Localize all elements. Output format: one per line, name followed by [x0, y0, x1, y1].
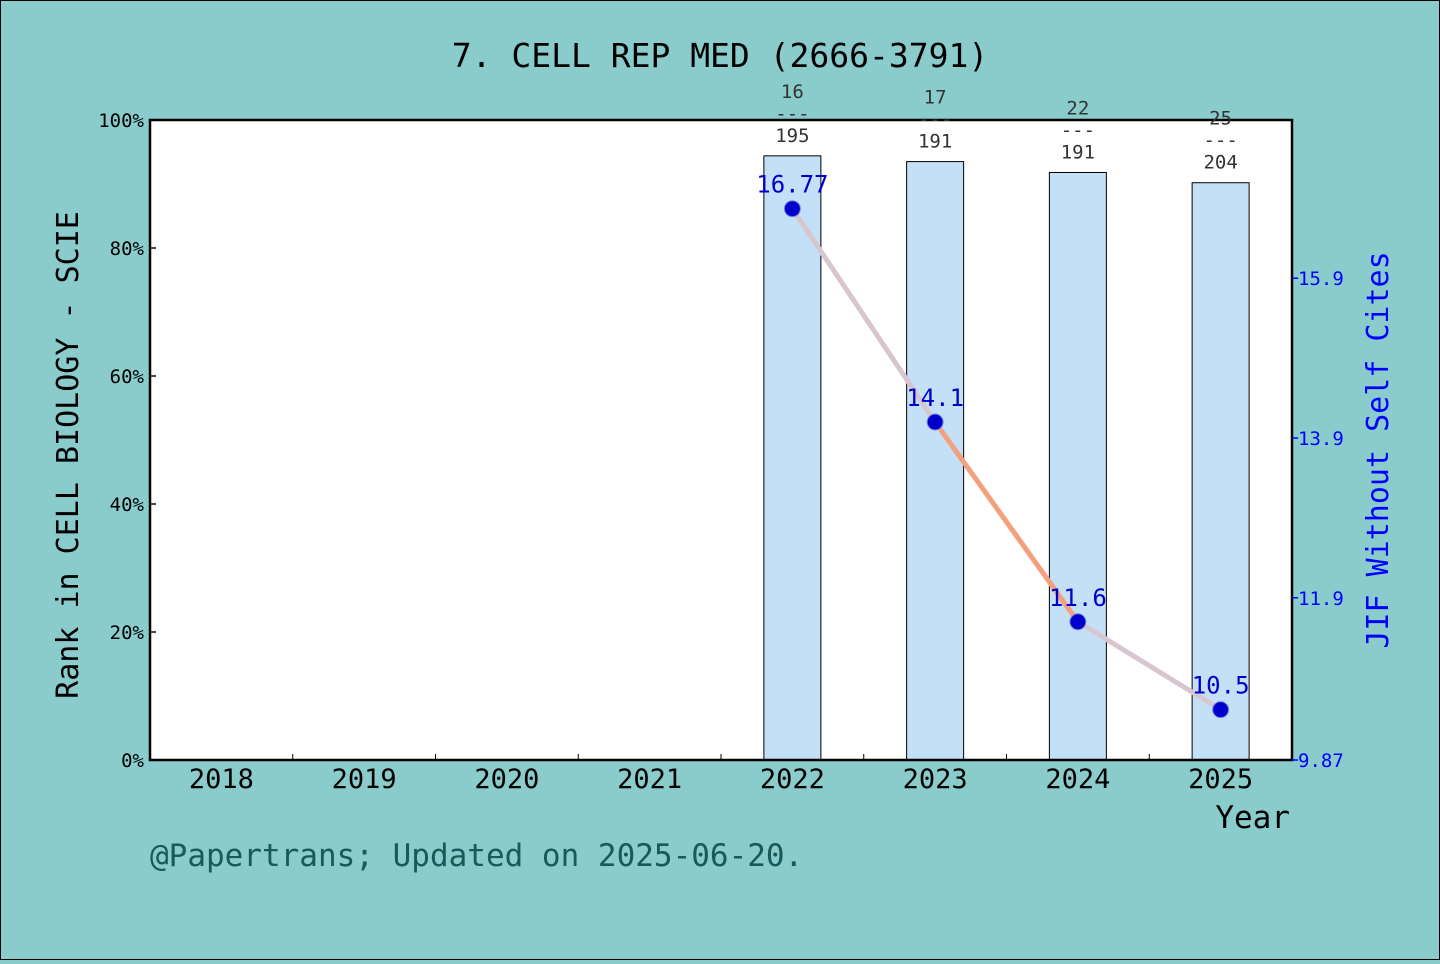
jif-label-2025: 10.5: [1192, 672, 1250, 700]
y-tick-label: 60%: [110, 366, 145, 388]
x-tick-label-2023: 2023: [903, 764, 968, 795]
footer-note: @Papertrans; Updated on 2025-06-20.: [150, 838, 803, 874]
y-tick-label: 0%: [121, 750, 144, 772]
x-tick-label-2019: 2019: [332, 764, 397, 795]
y-tick-label: 80%: [110, 238, 145, 260]
rank-label-2024: 22: [1066, 97, 1089, 119]
x-tick-label-2018: 2018: [189, 764, 254, 795]
jif-label-2022: 16.77: [756, 171, 828, 199]
rank-divider-2025: ---: [1203, 130, 1237, 152]
rank-label-2023: 17: [924, 87, 947, 109]
y-tick-label: 20%: [110, 622, 145, 644]
rank-label-2022: 16: [781, 81, 804, 103]
x-tick-label-2024: 2024: [1045, 764, 1110, 795]
jif-point-2022: [783, 200, 801, 218]
y2-tick-label: 15.9: [1298, 268, 1344, 290]
bars-layer: [763, 155, 1250, 761]
y-tick-label: 40%: [110, 494, 145, 516]
y2-tick-label: 11.9: [1298, 588, 1344, 610]
x-tick-label-2022: 2022: [760, 764, 825, 795]
axes-layer: 0% 20% 40% 60% 80% 100% 9.87 11.9 13.9 15.9 2018 20…: [98, 110, 1344, 795]
y-axis-label: Rank in CELL BIOLOGY - SCIE: [51, 211, 86, 699]
labels-layer: 16---19517---19122---19125---20416.7714.…: [756, 81, 1249, 700]
bar-2023: [906, 161, 965, 761]
line-segment-0: [789, 206, 938, 425]
y2-axis-label: JIF Without Self Cites: [1361, 251, 1396, 648]
y-tick-label: 100%: [98, 110, 144, 132]
line-segment-1: [932, 419, 1081, 625]
jif-point-2025: [1212, 701, 1230, 719]
bar-2024: [1048, 171, 1107, 761]
x-axis-label: Year: [1215, 800, 1290, 836]
y2-tick-label: 9.87: [1298, 750, 1344, 772]
rank-divider-2022: ---: [775, 103, 809, 125]
jif-point-2023: [926, 413, 944, 431]
line-segment-2: [1075, 619, 1224, 713]
rank-divider-2023: ---: [918, 109, 952, 131]
total-label-2025: 204: [1203, 152, 1237, 174]
bar-2022: [763, 155, 822, 761]
total-label-2022: 195: [775, 125, 809, 147]
jif-label-2023: 14.1: [906, 384, 964, 412]
rank-divider-2024: ---: [1061, 119, 1095, 141]
x-tick-label-2025: 2025: [1188, 764, 1253, 795]
jif-point-2024: [1069, 613, 1087, 631]
total-label-2024: 191: [1061, 141, 1095, 163]
rank-label-2025: 25: [1209, 108, 1232, 130]
total-label-2023: 191: [918, 131, 952, 153]
bar-2025: [1191, 182, 1250, 761]
chart-title: 7. CELL REP MED (2666-3791): [452, 36, 988, 75]
plot-area: [150, 120, 1292, 760]
y2-tick-label: 13.9: [1298, 428, 1344, 450]
jif-label-2024: 11.6: [1049, 584, 1107, 612]
x-tick-label-2021: 2021: [617, 764, 682, 795]
x-tick-label-2020: 2020: [474, 764, 539, 795]
line-layer: [783, 200, 1230, 719]
